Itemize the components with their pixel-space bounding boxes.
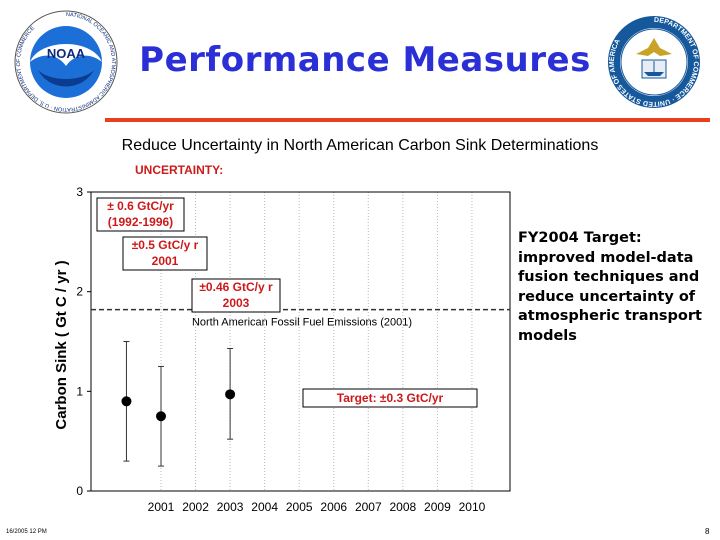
y-tick-label: 0 xyxy=(76,484,83,498)
footer-date: 16/2005 12 PM xyxy=(6,529,47,535)
x-tick-label: 2009 xyxy=(424,500,451,514)
fossil-fuel-emissions-label: North American Fossil Fuel Emissions (20… xyxy=(192,317,412,329)
fy2004-target-text: FY2004 Target: improved model-data fusio… xyxy=(518,230,702,344)
data-point xyxy=(225,389,236,400)
x-tick-label: 2003 xyxy=(217,500,244,514)
y-tick-label: 2 xyxy=(76,285,83,299)
annotation-text: 2001 xyxy=(152,254,179,268)
annotation-text: ±0.46 GtC/y r xyxy=(199,280,273,294)
x-tick-label: 2010 xyxy=(459,500,486,514)
y-tick-label: 3 xyxy=(76,185,83,199)
annotation-text: ± 0.6 GtC/yr xyxy=(107,199,174,213)
noaa-logo: NOAA NATIONAL OCEANIC AND ATMOSPHERIC AD… xyxy=(10,8,122,116)
plot-frame xyxy=(90,191,511,492)
data-point xyxy=(121,396,132,407)
uncertainty-label: UNCERTAINTY: xyxy=(135,163,224,177)
title-rule xyxy=(105,118,710,122)
x-tick-label: 2001 xyxy=(148,500,175,514)
x-tick-label: 2005 xyxy=(286,500,313,514)
data-point xyxy=(156,411,166,422)
y-tick-label: 1 xyxy=(76,384,83,398)
annotation-box xyxy=(302,388,478,408)
x-tick-label: 2004 xyxy=(251,500,278,514)
y-axis-label: Carbon Sink ( Gt C / yr ) xyxy=(53,260,70,429)
x-tick-label: 2007 xyxy=(355,500,382,514)
x-tick-label: 2002 xyxy=(182,500,209,514)
annotation-text: Target: ±0.3 GtC/yr xyxy=(337,391,444,405)
annotation-text: 2003 xyxy=(223,296,250,310)
x-tick-label: 2006 xyxy=(320,500,347,514)
annotation-text: (1992-1996) xyxy=(108,215,173,229)
annotation-box xyxy=(122,236,208,271)
page-title: Performance Measures xyxy=(139,40,591,80)
annotation-text: ±0.5 GtC/y r xyxy=(132,238,199,252)
page-number: 8 xyxy=(705,527,710,536)
department-of-commerce-seal: DEPARTMENT OF COMMERCE · UNITED STATES O… xyxy=(606,14,702,110)
chart-subtitle: Reduce Uncertainty in North American Car… xyxy=(121,137,599,154)
annotation-box xyxy=(191,278,281,313)
noaa-logo-text: NOAA xyxy=(47,46,86,61)
annotation-box xyxy=(96,197,185,232)
x-tick-label: 2008 xyxy=(389,500,416,514)
